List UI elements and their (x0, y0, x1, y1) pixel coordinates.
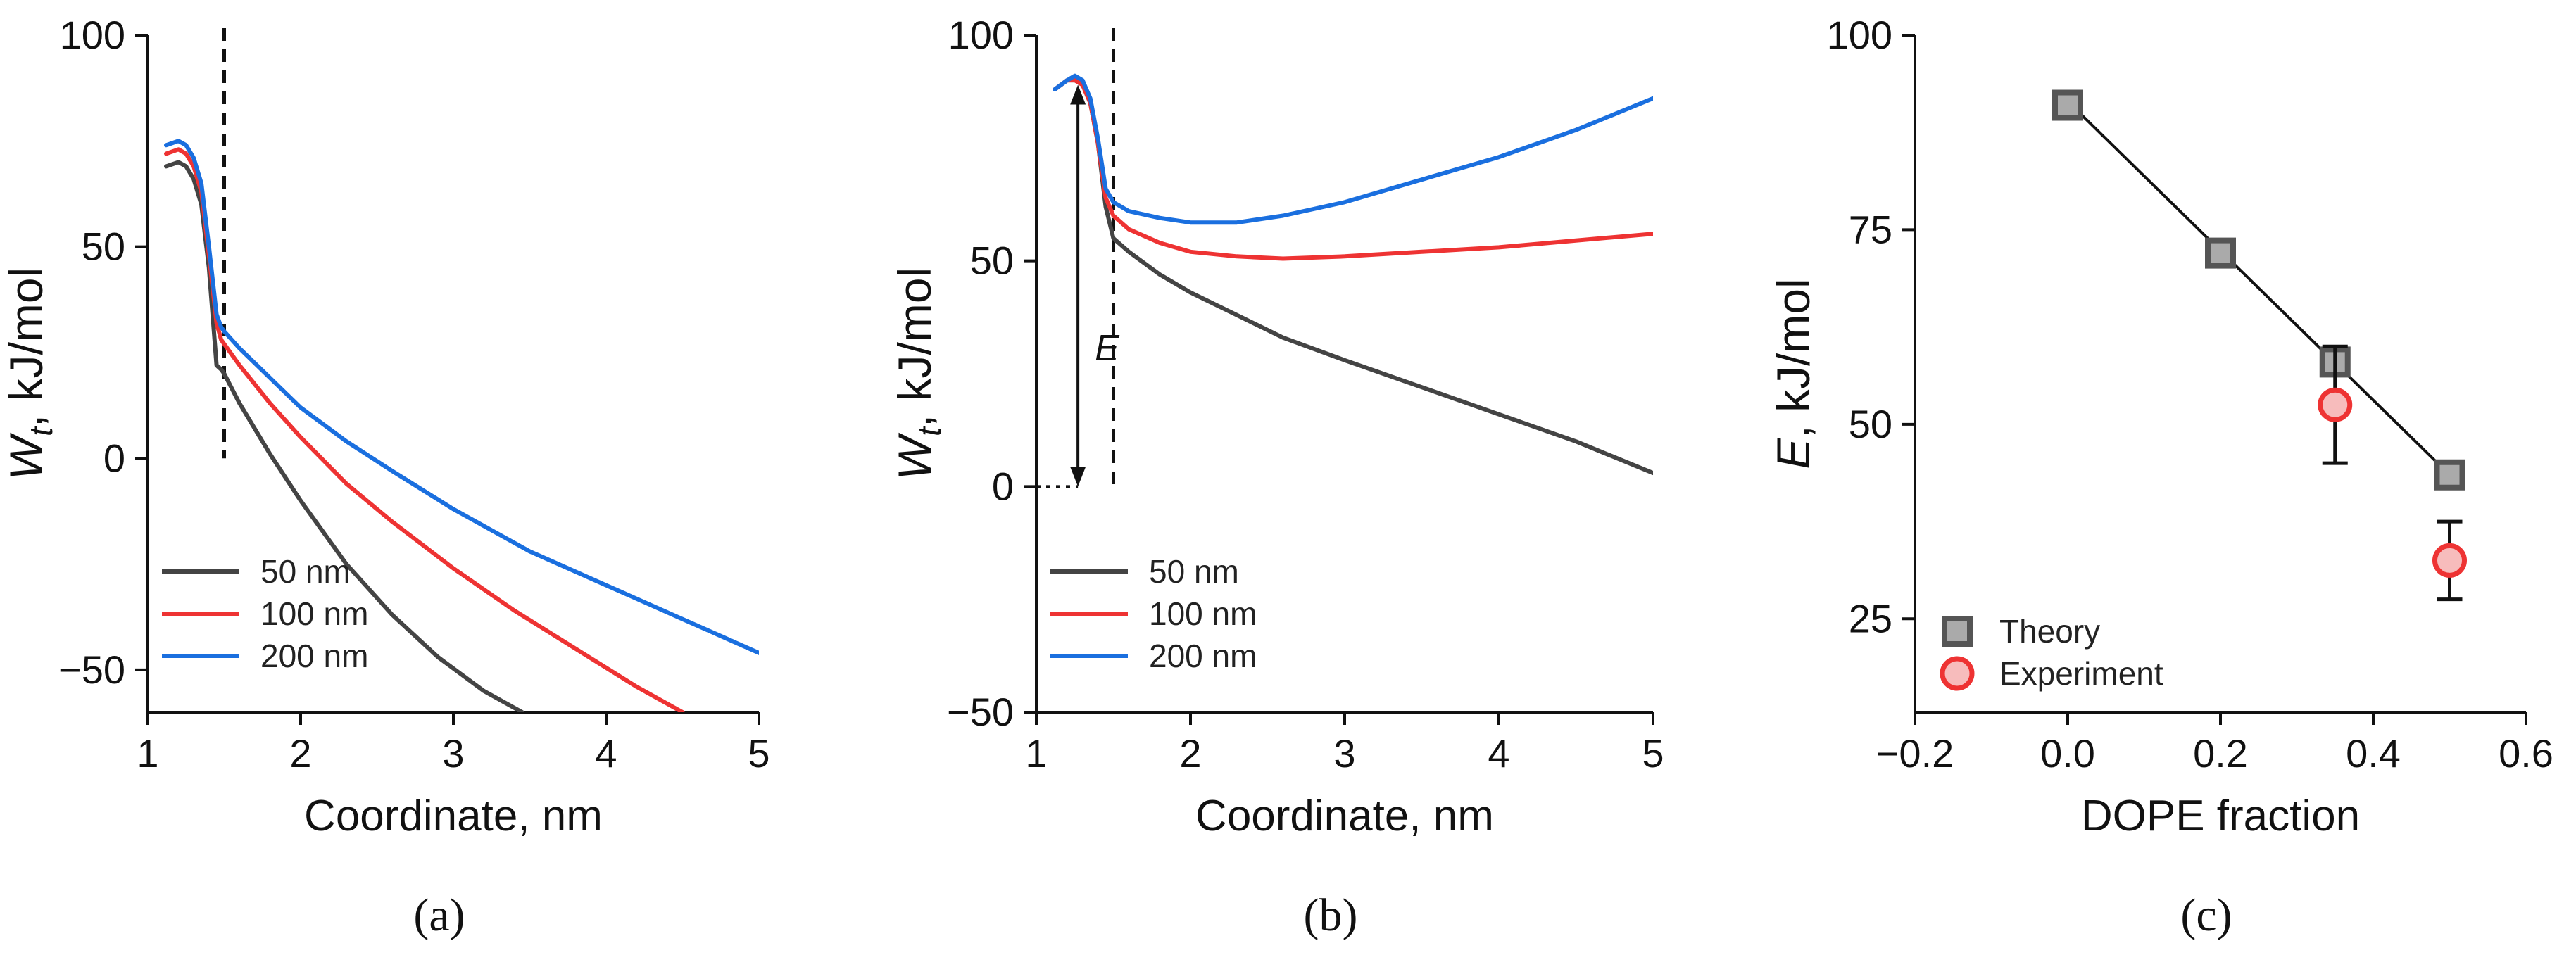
x-tick-label: 0.6 (2499, 731, 2553, 776)
x-axis-label: Coordinate, nm (304, 792, 603, 840)
panel-b: −50 0 50 100 1 2 3 4 5 Coordinate, nm Wt, kJ/mol (b… (888, 13, 1664, 941)
legend-entry: 50 nm (260, 553, 351, 590)
theory-point (2205, 237, 2236, 269)
x-tick-label: 3 (442, 731, 464, 776)
legend-swatch (1942, 616, 1973, 647)
experiment-point (2432, 543, 2467, 578)
legend-entry: 100 nm (1149, 595, 1257, 632)
theory-fit-line (2066, 100, 2451, 476)
theory-point (2052, 89, 2083, 121)
legend-entry: 50 nm (1149, 553, 1239, 590)
y-axis-label: E, kJ/mol (1767, 278, 1819, 469)
legend-entry: Experiment (1999, 655, 2163, 692)
legend-swatch (1940, 656, 1975, 691)
x-tick-label: 1 (137, 731, 158, 776)
y-tick-label: 100 (1827, 13, 1892, 57)
y-axis-label-unit: , kJ/mol (0, 267, 52, 427)
panel-c: 25 50 75 100 −0.2 0.0 0.2 0.4 0.6 DOPE fraction E,… (1767, 13, 2553, 941)
x-tick-label: 0.4 (2346, 731, 2401, 776)
legend-entry: 200 nm (1149, 638, 1257, 674)
y-tick-label: 50 (1849, 402, 1892, 446)
y-tick-label: −50 (947, 690, 1014, 734)
y-axis-label-symbol: W (888, 432, 941, 480)
y-tick-label: 50 (82, 224, 125, 269)
y-tick-label: 100 (60, 13, 125, 57)
y-tick-label: 25 (1849, 596, 1892, 640)
experiment-point (2318, 387, 2353, 422)
x-tick-label: 2 (1179, 731, 1201, 776)
panel-label: (a) (413, 890, 465, 941)
series-line-50-nm (1053, 78, 1653, 476)
legend-entry: 200 nm (260, 638, 368, 674)
series-line-200-nm (164, 139, 759, 655)
panel-label: (b) (1304, 890, 1358, 941)
y-tick-label: 75 (1849, 207, 1892, 251)
x-tick-label: 0.2 (2193, 731, 2248, 776)
series-line-100-nm (164, 147, 685, 712)
y-axis-label-symbol: E (1767, 438, 1819, 469)
series-line-50-nm (164, 160, 524, 712)
y-axis-label-subscript: t (911, 426, 948, 436)
series-line-200-nm (1053, 73, 1653, 225)
y-axis-label: Wt, kJ/mol (0, 267, 59, 480)
y-axis-label-subscript: t (23, 426, 59, 436)
x-tick-label: 4 (1488, 731, 1509, 776)
y-tick-label: 0 (103, 436, 125, 480)
energy-arrow-head-up (1070, 84, 1086, 105)
panel-label: (c) (2180, 890, 2232, 941)
y-tick-label: 100 (948, 13, 1014, 57)
energy-arrow-head-down (1070, 467, 1086, 487)
series-line-100-nm (1053, 78, 1653, 261)
y-tick-label: 50 (970, 239, 1014, 283)
y-axis-label-unit: , kJ/mol (888, 267, 941, 427)
panel-a: −50 0 50 100 1 2 3 4 5 Coordinate, nm Wt, kJ/mol (a… (0, 13, 770, 941)
x-tick-label: 5 (748, 731, 769, 776)
x-axis-label: DOPE fraction (2081, 792, 2360, 840)
x-tick-label: 5 (1642, 731, 1664, 776)
x-tick-label: 4 (595, 731, 617, 776)
x-tick-label: 2 (289, 731, 311, 776)
theory-point (2434, 459, 2465, 491)
x-tick-label: −0.2 (1876, 731, 1954, 776)
x-tick-label: 0.0 (2040, 731, 2095, 776)
energy-label: E (1095, 328, 1120, 369)
legend-entry: Theory (1999, 613, 2100, 650)
x-tick-label: 3 (1333, 731, 1355, 776)
y-tick-label: 0 (992, 464, 1014, 508)
y-axis-label-symbol: W (0, 432, 52, 480)
x-axis-label: Coordinate, nm (1195, 792, 1494, 840)
x-tick-label: 1 (1025, 731, 1047, 776)
legend-entry: 100 nm (260, 595, 368, 632)
y-axis-label-unit: , kJ/mol (1767, 278, 1819, 438)
y-tick-label: −50 (58, 647, 125, 692)
y-axis-label: Wt, kJ/mol (888, 267, 948, 480)
